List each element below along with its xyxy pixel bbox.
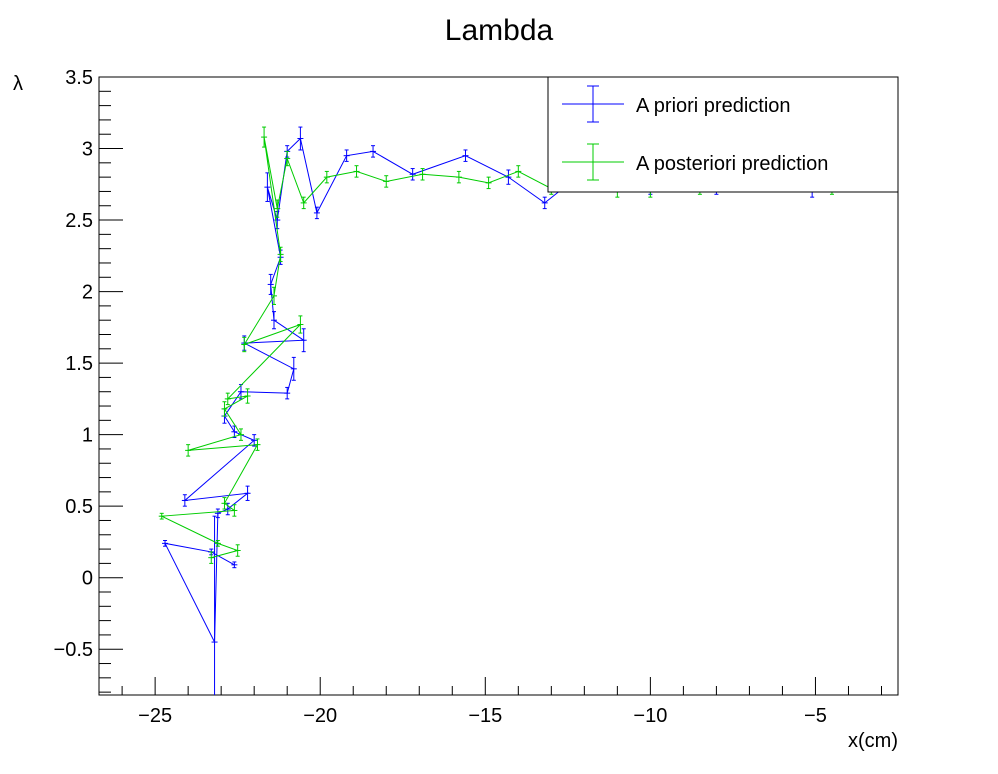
series-layer [158,126,835,695]
legend-label-a-posteriori: A posteriori prediction [636,153,828,175]
y-tick-labels: −0.5 0 0.5 1 1.5 2 2.5 3 3.5 [54,67,93,661]
axes [98,76,899,696]
x-tick-label: −25 [138,705,172,727]
series-line [159,136,832,559]
y-tick-label: −0.5 [54,639,93,661]
y-tick-label: 0.5 [65,496,93,518]
y-tick-label: 1 [82,425,93,447]
series-line [164,137,813,643]
series-1 [158,126,835,564]
y-tick-label: 1.5 [65,353,93,375]
x-axis-label: x(cm) [848,730,898,752]
x-tick-label: −10 [633,705,667,727]
series-0 [162,126,816,695]
legend-symbol-a-posteriori [562,143,624,181]
y-tick-label: 3.5 [65,67,93,89]
plot-frame [98,76,899,696]
y-tick-label: 3 [82,139,93,161]
y-tick-label: 2.5 [65,210,93,232]
legend-box [547,76,899,193]
legend-symbol-a-priori [562,85,624,123]
y-tick-label: 0 [82,568,93,590]
y-axis-label: λ [13,73,23,95]
x-tick-label: −5 [804,705,827,727]
chart-title: Lambda [445,14,554,47]
legend: A priori prediction A posteriori predict… [547,76,899,193]
x-tick-label: −15 [468,705,502,727]
legend-label-a-priori: A priori prediction [636,95,791,117]
x-tick-labels: −25 −20 −15 −10 −5 [138,705,827,727]
x-tick-label: −20 [303,705,337,727]
y-tick-label: 2 [82,282,93,304]
